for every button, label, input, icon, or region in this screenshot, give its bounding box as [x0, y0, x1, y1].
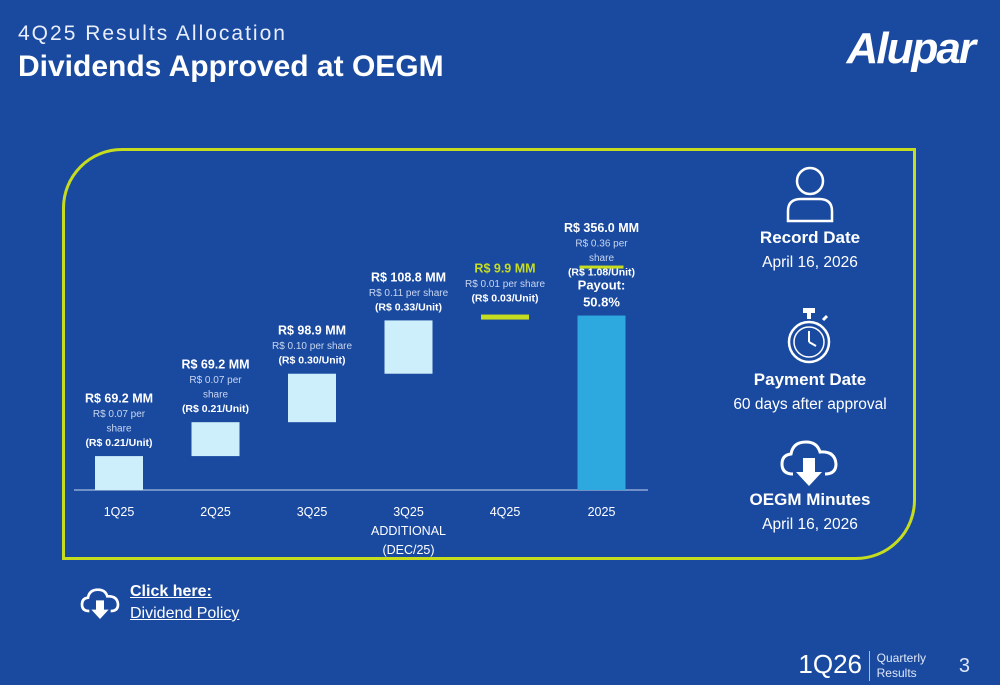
bar-label-1-per-2: share	[203, 390, 228, 401]
bar-label-5-per-1: R$ 0.36 per	[575, 239, 628, 250]
oegm-minutes: OEGM Minutes April 16, 2026	[710, 490, 910, 534]
record-date-value: April 16, 2026	[762, 254, 858, 271]
click-here-text[interactable]: Click here:	[130, 583, 212, 600]
download-cloud-link-icon	[80, 588, 120, 619]
bar-label-0-per-1: R$ 0.07 per	[93, 409, 146, 420]
cloud-download-icon	[780, 440, 838, 486]
total-highlight-underline	[579, 265, 624, 269]
bar-2	[288, 373, 336, 423]
payment-date-label: Payment Date	[753, 370, 867, 389]
payment-date: Payment Date 60 days after approval	[710, 370, 910, 414]
bar-0	[95, 456, 143, 490]
bar-label-4-per-1: R$ 0.01 per share	[465, 279, 545, 290]
payout-label: Payout:	[578, 278, 626, 293]
x-tick-label-2-0: 3Q25	[297, 505, 328, 519]
footer-label: Quarterly Results	[877, 651, 926, 681]
chart-frame	[62, 148, 916, 560]
bar-label-5-amount-0: R$ 356.0 MM	[564, 221, 639, 235]
oegm-minutes-value: April 16, 2026	[762, 516, 858, 533]
page-title: Dividends Approved at OEGM	[18, 50, 444, 83]
bar-label-1-unit-3: (R$ 0.21/Unit)	[182, 403, 249, 415]
dividend-waterfall-chart: R$ 69.2 MM R$ 0.07 per share (R$ 0.21/Unit)…	[74, 221, 648, 557]
bar-label-0-per-2: share	[106, 424, 131, 435]
stopwatch-icon	[787, 308, 831, 364]
footer: 1Q26 Quarterly Results 3	[750, 645, 970, 685]
bar-1	[191, 422, 240, 457]
bar-label-1-per-1: R$ 0.07 per	[189, 375, 242, 386]
bar-label-0-amount-0: R$ 69.2 MM	[85, 392, 153, 406]
bar-label-4-amount-0: R$ 9.9 MM	[474, 262, 535, 276]
footer-quarter: 1Q26	[798, 649, 862, 679]
x-tick-label-1-0: 2Q25	[200, 505, 231, 519]
x-tick-label-5-0: 2025	[588, 505, 616, 519]
bar-label-3-amount-0: R$ 108.8 MM	[371, 270, 446, 284]
x-tick-label-3-1: ADDITIONAL	[371, 524, 446, 538]
x-tick-label-4-0: 4Q25	[490, 505, 521, 519]
x-tick-label-3-2: (DEC/25)	[382, 543, 434, 557]
bar-label-3-per-1: R$ 0.11 per share	[369, 288, 449, 299]
page-number: 3	[958, 655, 970, 677]
page-subtitle: 4Q25 Results Allocation	[18, 22, 287, 45]
bar-label-0-unit-3: (R$ 0.21/Unit)	[85, 437, 152, 449]
x-tick-label-0-0: 1Q25	[104, 505, 135, 519]
alupar-logo: Alupar	[846, 24, 976, 73]
bar-label-1-amount-0: R$ 69.2 MM	[181, 358, 249, 372]
payout-value: 50.8%	[583, 295, 620, 310]
footer-label-line2: Results	[876, 666, 917, 680]
oegm-minutes-label: OEGM Minutes	[749, 490, 871, 509]
bar-label-2-amount-0: R$ 98.9 MM	[278, 324, 346, 338]
footer-label-line1: Quarterly	[876, 651, 926, 665]
bar-label-5-per-2: share	[589, 253, 614, 264]
x-tick-label-3-0: 3Q25	[393, 505, 424, 519]
dividend-policy-text[interactable]: Dividend Policy	[130, 605, 240, 622]
bar-4	[481, 314, 529, 320]
payment-date-value: 60 days after approval	[733, 396, 887, 413]
bar-label-2-per-1: R$ 0.10 per share	[272, 341, 352, 352]
bar-3	[384, 320, 433, 374]
person-icon	[786, 166, 834, 223]
bar-label-4-unit-2: (R$ 0.03/Unit)	[471, 293, 538, 305]
footer-separator	[869, 651, 870, 681]
bar-label-5-unit-3: (R$ 1.08/Unit)	[568, 267, 635, 279]
bar-5	[577, 315, 626, 490]
record-date: Record Date April 16, 2026	[710, 228, 910, 272]
bar-label-3-unit-2: (R$ 0.33/Unit)	[375, 301, 442, 313]
bar-label-2-unit-2: (R$ 0.30/Unit)	[278, 355, 345, 367]
record-date-label: Record Date	[759, 228, 861, 247]
